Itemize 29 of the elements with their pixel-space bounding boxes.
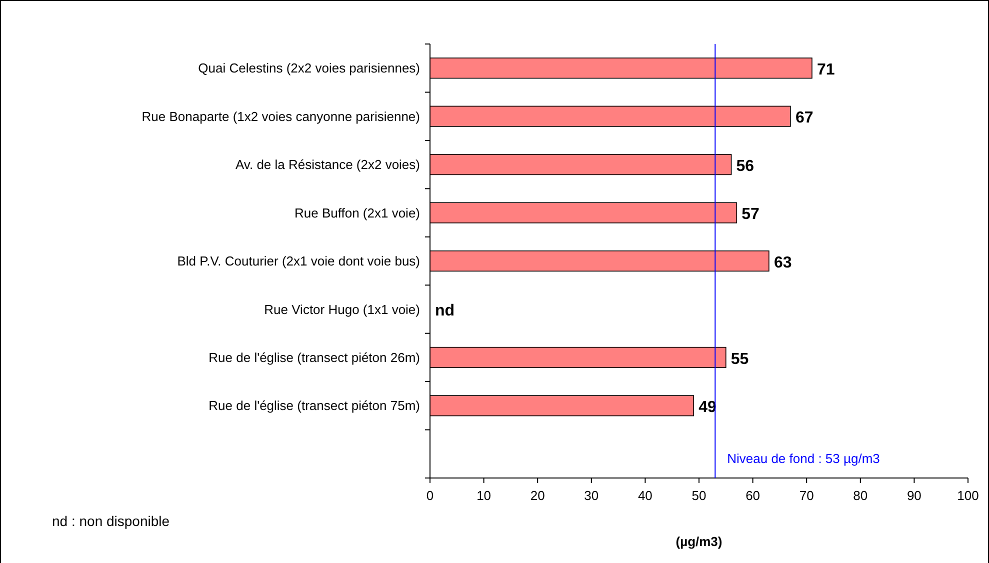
y-tick-label: Av. de la Résistance (2x2 voies) (236, 157, 420, 172)
y-tick-label: Quai Celestins (2x2 voies parisiennes) (198, 60, 420, 76)
x-tick-label: 10 (476, 488, 492, 503)
y-tick-label: Rue de l'église (transect piéton 75m) (208, 398, 420, 414)
data-label: 71 (816, 62, 835, 79)
text: nd : non disponible (52, 513, 170, 529)
x-tick-label: 40 (638, 488, 652, 503)
x-tick-label: 60 (746, 488, 760, 503)
data-label: 63 (774, 254, 792, 272)
y-tick-label: Rue de l'église (transect piéton 26m) (208, 350, 420, 365)
x-tick-label: 100 (957, 488, 979, 503)
data-label: 55 (730, 350, 749, 368)
y-tick-label: Bld P.V. Couturier (2x1 voie dont voie bus) (177, 254, 420, 269)
x-tick-label: 30 (584, 488, 599, 503)
x-tick-label: 90 (906, 488, 922, 503)
x-tick-label: 20 (530, 488, 545, 503)
y-tick-label: Rue Victor Hugo (1x1 voie) (264, 302, 420, 317)
x-tick-label: 50 (692, 488, 706, 503)
text: nd (435, 302, 455, 320)
ref-line-label: Niveau de fond : 53 µg/m3 (727, 451, 880, 466)
y-tick-label: Rue Bonaparte (1x2 voies canyonne parisienne) (142, 108, 420, 124)
x-axis-title: (µg/m3) (676, 534, 722, 549)
y-tick-label: Rue Buffon (2x1 voie) (294, 205, 420, 220)
x-tick-label: 80 (853, 488, 868, 503)
data-label: 57 (742, 206, 760, 224)
data-label: 67 (795, 110, 814, 127)
x-tick-label: 70 (799, 488, 814, 503)
data-label: 56 (736, 158, 754, 175)
x-tick-label: 0 (426, 488, 434, 503)
